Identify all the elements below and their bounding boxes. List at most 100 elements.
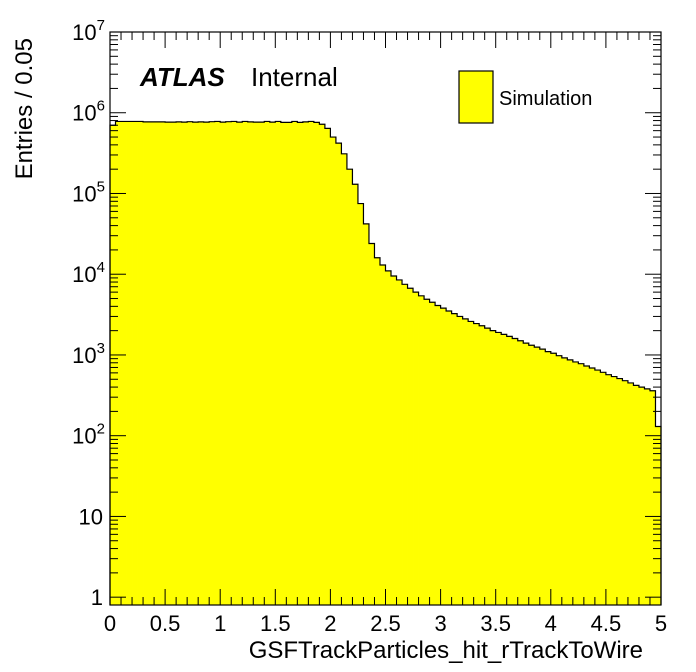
histogram-bin bbox=[446, 311, 453, 605]
y-axis-title: Entries / 0.05 bbox=[11, 38, 38, 179]
histogram-bin bbox=[379, 265, 386, 605]
x-axis-tick-labels: 0 0.5 1 1.5 2 2.5 3 3.5 4 4.5 5 bbox=[104, 611, 667, 636]
histogram-bin bbox=[231, 121, 238, 605]
histogram-bin bbox=[655, 426, 662, 605]
histogram-bin bbox=[253, 122, 260, 605]
histogram-bin bbox=[451, 313, 458, 605]
histogram-bin bbox=[363, 223, 370, 605]
histogram-bin bbox=[523, 343, 530, 605]
histogram-bin bbox=[313, 122, 320, 606]
histogram-bin bbox=[501, 334, 508, 605]
histogram-bin bbox=[198, 121, 205, 606]
x-axis-ticks bbox=[109, 32, 662, 605]
histogram-bin bbox=[396, 279, 403, 605]
histogram-bin bbox=[589, 367, 596, 605]
y-tick-label: 107 bbox=[72, 17, 105, 45]
histogram-bin bbox=[561, 357, 568, 605]
x-tick-label: 2.5 bbox=[370, 611, 401, 636]
histogram-bin bbox=[286, 122, 293, 606]
histogram-bin bbox=[126, 121, 133, 605]
histogram-bin bbox=[583, 365, 590, 605]
histogram-bin bbox=[622, 380, 629, 605]
histogram-bin bbox=[495, 332, 502, 605]
histogram-bin bbox=[330, 137, 337, 606]
histogram-bin bbox=[170, 122, 177, 605]
histogram-bin bbox=[159, 121, 166, 606]
histogram-bin bbox=[121, 121, 127, 605]
histogram-bin bbox=[473, 323, 480, 605]
histogram-bin bbox=[424, 299, 430, 605]
histogram-bin bbox=[319, 124, 326, 605]
histogram-bin bbox=[242, 121, 249, 605]
histogram-bin bbox=[341, 153, 348, 605]
histogram-bin bbox=[534, 347, 541, 605]
histogram-bin bbox=[203, 122, 210, 605]
histogram-bin bbox=[236, 122, 243, 605]
x-axis-title: GSFTrackParticles_hit_rTrackToWire bbox=[249, 637, 643, 664]
histogram-bin bbox=[512, 338, 519, 605]
histogram-bin bbox=[407, 288, 414, 605]
histogram-bin bbox=[435, 305, 441, 605]
y-tick-label: 10 bbox=[79, 504, 103, 529]
y-tick-label: 1 bbox=[91, 585, 103, 610]
x-tick-label: 3 bbox=[434, 611, 446, 636]
histogram-bin bbox=[368, 243, 375, 605]
histogram-bin bbox=[490, 330, 497, 605]
x-tick-label: 0 bbox=[104, 611, 116, 636]
histogram-bin bbox=[468, 321, 475, 605]
histogram-bin bbox=[457, 316, 464, 605]
histogram-bin bbox=[374, 257, 381, 605]
histogram-bin bbox=[324, 128, 331, 605]
histogram-bin bbox=[302, 121, 309, 606]
histogram-bin bbox=[528, 345, 535, 605]
histogram-bin bbox=[132, 121, 138, 605]
histogram-bin bbox=[616, 378, 623, 605]
histogram-bin bbox=[269, 122, 276, 605]
histogram-bin bbox=[567, 359, 574, 605]
histogram-bin bbox=[638, 387, 645, 605]
histogram-bin bbox=[539, 349, 546, 605]
histogram-bin bbox=[578, 363, 585, 605]
legend-swatch bbox=[458, 70, 494, 124]
histogram-bin bbox=[214, 121, 221, 605]
histogram-bin bbox=[594, 370, 601, 605]
histogram-bin bbox=[391, 276, 397, 605]
x-tick-label: 3.5 bbox=[480, 611, 511, 636]
histogram-bin bbox=[418, 295, 425, 605]
histogram-bin bbox=[385, 270, 392, 605]
histogram-bin bbox=[187, 121, 194, 606]
y-tick-label: 105 bbox=[72, 178, 105, 206]
histogram-bin bbox=[556, 355, 563, 605]
histogram-bin bbox=[181, 122, 188, 605]
histogram-bin bbox=[605, 374, 612, 605]
legend: Simulation bbox=[458, 70, 592, 124]
x-tick-label: 1 bbox=[214, 611, 226, 636]
histogram-bin bbox=[346, 169, 353, 606]
histogram-bin bbox=[220, 122, 227, 605]
y-tick-label: 106 bbox=[72, 98, 105, 126]
histogram-bin bbox=[633, 385, 640, 605]
legend-label: Simulation bbox=[499, 88, 592, 110]
x-tick-label: 1.5 bbox=[260, 611, 291, 636]
x-tick-label: 0.5 bbox=[150, 611, 181, 636]
histogram-bin bbox=[154, 121, 160, 606]
histogram-bin bbox=[357, 203, 364, 605]
histogram-bars bbox=[110, 121, 662, 606]
histogram-bin bbox=[275, 121, 282, 605]
histogram-bin bbox=[479, 325, 486, 605]
histogram-bin bbox=[649, 390, 656, 605]
histogram-bin bbox=[110, 125, 116, 605]
histogram-bin bbox=[429, 302, 436, 605]
histogram-bin bbox=[517, 340, 524, 605]
internal-label: Internal bbox=[251, 62, 338, 92]
histogram-bin bbox=[402, 284, 408, 605]
histogram-bin bbox=[611, 376, 618, 605]
histogram-bin bbox=[297, 122, 304, 606]
x-tick-label: 4 bbox=[545, 611, 557, 636]
y-tick-label: 104 bbox=[72, 259, 105, 287]
histogram-bin bbox=[462, 318, 469, 605]
histogram-bin bbox=[352, 184, 359, 605]
y-tick-label: 103 bbox=[72, 340, 105, 368]
histogram-bin bbox=[192, 122, 199, 605]
histogram-bin bbox=[484, 328, 491, 605]
